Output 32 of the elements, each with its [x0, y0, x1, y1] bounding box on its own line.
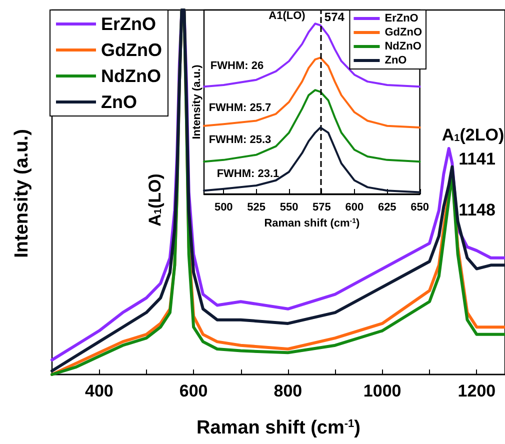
annotation: FWHM: 25.3 — [208, 134, 272, 146]
y-axis-title: Intensity (a.u.) — [191, 64, 203, 140]
annotation: 1148 — [458, 200, 496, 220]
x-tick-label: 800 — [274, 382, 302, 400]
annotation: FWHM: 26 — [210, 60, 264, 72]
x-tick-label: 500 — [214, 202, 233, 214]
legend-label: GdZnO — [384, 26, 422, 38]
x-tick-label: 650 — [410, 202, 430, 214]
annotation: A1(LO) — [146, 174, 164, 226]
legend-label: GdZnO — [101, 40, 162, 60]
legend-label: ErZnO — [101, 14, 156, 34]
legend-label: NdZnO — [384, 40, 422, 52]
legend-label: NdZnO — [101, 66, 161, 86]
legend-label: ZnO — [384, 54, 408, 66]
ref-line-label: 574 — [324, 10, 345, 24]
legend-label: ErZnO — [384, 12, 419, 24]
legend-label: ZnO — [101, 92, 137, 112]
x-tick-label: 550 — [280, 202, 298, 214]
x-tick-label: 400 — [85, 382, 114, 400]
y-axis-title: Intensity (a.u.) — [12, 129, 32, 258]
x-tick-label: 625 — [378, 202, 396, 214]
annotation: FWHM: 23.1 — [216, 168, 280, 180]
annotation: A1(LO) — [268, 10, 306, 22]
x-tick-label: 600 — [179, 382, 208, 400]
x-tick-label: 1000 — [363, 382, 402, 400]
x-tick-label: 1200 — [458, 382, 496, 400]
annotation: A1(2LO) — [442, 126, 504, 144]
x-tick-label: 575 — [312, 202, 331, 214]
x-tick-label: 525 — [247, 202, 266, 214]
annotation: FWHM: 25.7 — [208, 102, 272, 114]
x-tick-label: 600 — [345, 202, 364, 214]
annotation: 1141 — [458, 150, 496, 168]
